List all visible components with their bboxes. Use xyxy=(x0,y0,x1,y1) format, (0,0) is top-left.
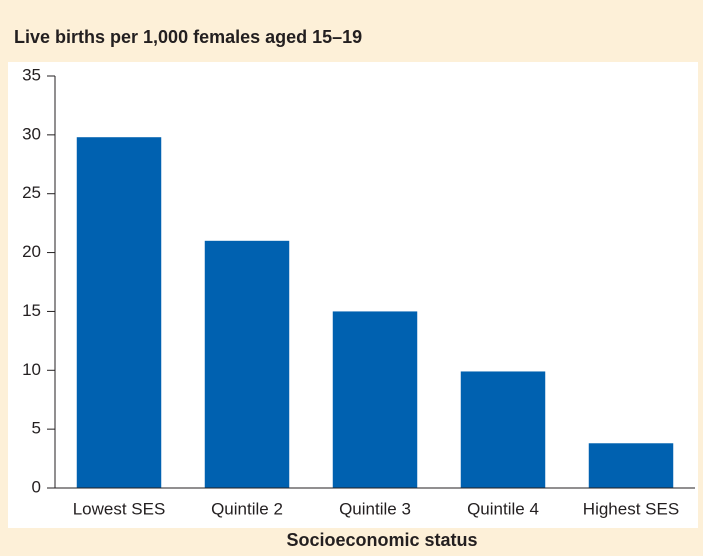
x-tick-label: Quintile 2 xyxy=(211,499,283,518)
y-tick-label: 35 xyxy=(22,65,41,84)
x-tick-label: Quintile 4 xyxy=(467,499,539,518)
y-tick-label: 5 xyxy=(32,419,41,438)
y-tick-label: 25 xyxy=(22,183,41,202)
chart-title: Live births per 1,000 females aged 15–19 xyxy=(14,27,362,47)
x-axis-title: Socioeconomic status xyxy=(286,530,477,550)
x-tick-label: Lowest SES xyxy=(73,499,166,518)
bar xyxy=(332,311,418,488)
x-tick-label: Highest SES xyxy=(583,499,679,518)
bar xyxy=(76,137,162,488)
bar xyxy=(460,371,546,488)
x-tick-label: Quintile 3 xyxy=(339,499,411,518)
y-tick-label: 20 xyxy=(22,242,41,261)
bar xyxy=(588,443,674,488)
y-tick-label: 15 xyxy=(22,301,41,320)
bar xyxy=(204,240,290,488)
y-tick-label: 0 xyxy=(32,477,41,496)
y-tick-label: 30 xyxy=(22,124,41,143)
y-tick-label: 10 xyxy=(22,360,41,379)
